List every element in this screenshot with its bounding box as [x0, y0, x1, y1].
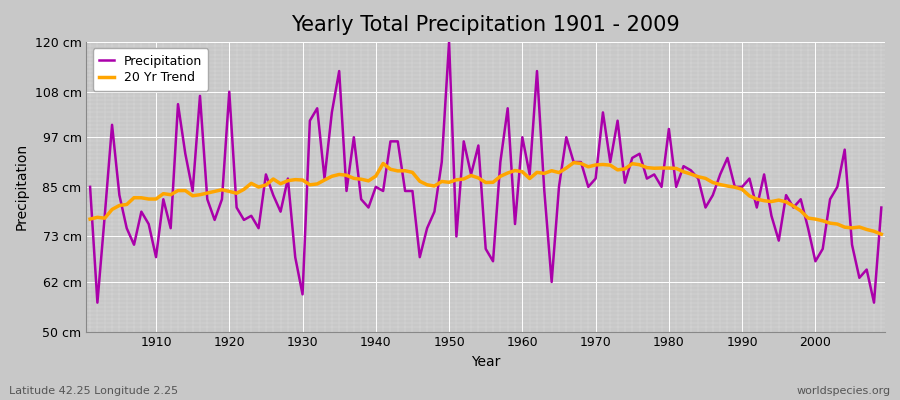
Y-axis label: Precipitation: Precipitation	[15, 143, 29, 230]
Line: Precipitation: Precipitation	[90, 42, 881, 303]
Title: Yearly Total Precipitation 1901 - 2009: Yearly Total Precipitation 1901 - 2009	[292, 15, 680, 35]
Text: Latitude 42.25 Longitude 2.25: Latitude 42.25 Longitude 2.25	[9, 386, 178, 396]
Precipitation	[525, 172, 535, 177]
Precipitation	[311, 106, 322, 111]
Legend: Precipitation, 20 Yr Trend: Precipitation, 20 Yr Trend	[93, 48, 209, 91]
Precipitation	[619, 180, 630, 185]
20 Yr Trend	[517, 169, 527, 174]
X-axis label: Year: Year	[471, 355, 500, 369]
20 Yr Trend	[143, 197, 154, 202]
20 Yr Trend	[85, 217, 95, 222]
Line: 20 Yr Trend: 20 Yr Trend	[90, 163, 881, 234]
Precipitation	[876, 205, 886, 210]
20 Yr Trend	[876, 232, 886, 237]
Precipitation	[444, 40, 454, 44]
Text: worldspecies.org: worldspecies.org	[796, 386, 891, 396]
20 Yr Trend	[304, 182, 315, 187]
20 Yr Trend	[612, 168, 623, 172]
Precipitation	[532, 69, 543, 74]
20 Yr Trend	[509, 168, 520, 173]
20 Yr Trend	[348, 176, 359, 181]
Precipitation	[85, 184, 95, 189]
Precipitation	[92, 300, 103, 305]
Precipitation	[356, 197, 366, 202]
20 Yr Trend	[568, 160, 579, 165]
Precipitation	[150, 255, 161, 260]
